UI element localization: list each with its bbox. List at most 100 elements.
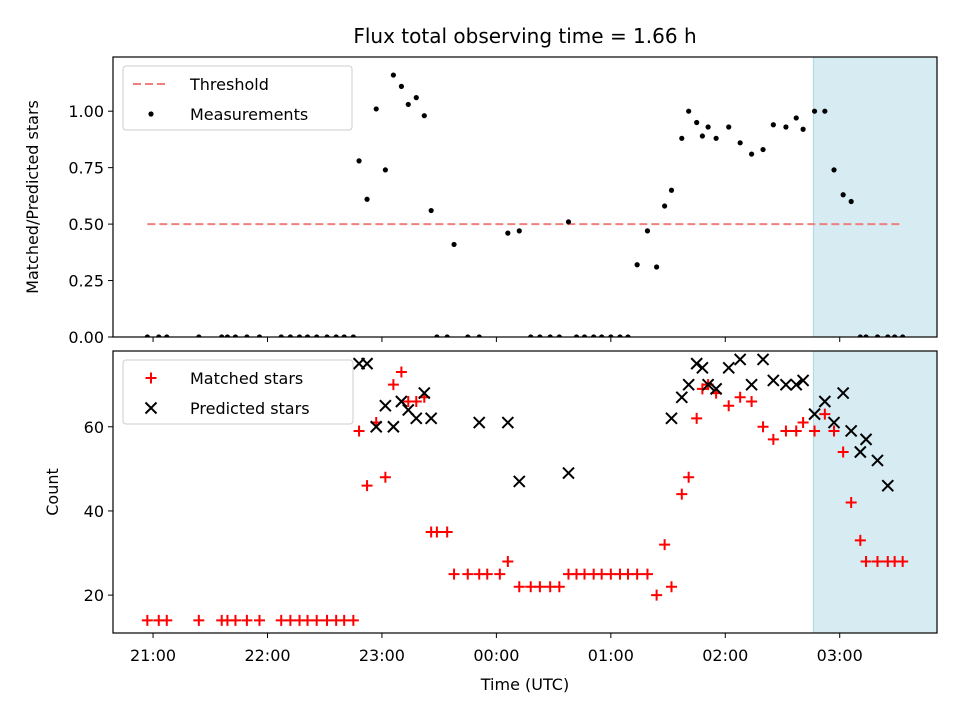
predicted-star-point — [513, 475, 526, 488]
measurement-point — [304, 334, 311, 337]
measurement-point — [547, 334, 553, 337]
matched-star-point — [734, 391, 746, 403]
matched-star-point — [897, 555, 909, 567]
measurement-point — [382, 167, 388, 173]
measurement-point — [634, 262, 640, 268]
measurement-point — [668, 187, 675, 193]
y-tick-label: 60 — [84, 418, 104, 437]
measurement-point — [287, 334, 293, 337]
predicted-star-point — [790, 378, 803, 391]
matched-star-point — [361, 480, 373, 492]
matched-star-point — [797, 417, 809, 429]
predicted-star-point — [796, 374, 810, 387]
matched-star-point — [819, 408, 831, 420]
measurement-point — [350, 334, 356, 337]
legend-matched-swatch — [145, 372, 157, 384]
measurement-point — [413, 95, 419, 101]
predicted-star-point — [808, 407, 821, 421]
measurement-point — [278, 334, 284, 337]
predicted-star-point — [709, 382, 723, 396]
matched-star-point — [871, 555, 883, 567]
measurement-point — [516, 228, 522, 234]
matched-star-point — [494, 568, 506, 580]
x-axis-label: Time (UTC) — [480, 675, 569, 694]
predicted-star-point — [733, 353, 747, 366]
x-tick-label: 03:00 — [817, 646, 863, 665]
predicted-star-point — [387, 420, 400, 433]
matched-star-point — [767, 433, 779, 445]
predicted-star-point — [745, 378, 758, 391]
matched-star-point — [651, 589, 663, 601]
matched-star-point — [141, 614, 153, 626]
series-marks — [144, 72, 906, 337]
matched-star-point — [809, 425, 821, 437]
predicted-star-point — [682, 378, 695, 391]
measurement-point — [398, 83, 404, 89]
measurement-point — [556, 334, 562, 337]
x-tick-label: 23:00 — [359, 646, 405, 665]
measurement-point — [874, 334, 881, 337]
measurement-point — [608, 334, 614, 337]
predicted-star-point — [665, 412, 678, 425]
x-tick-label: 21:00 — [130, 646, 176, 665]
matched-star-point — [641, 568, 653, 580]
matched-star-point — [193, 614, 205, 626]
measurement-point — [528, 334, 534, 337]
matched-star-point — [696, 383, 708, 395]
measurement-point — [421, 113, 427, 119]
measurement-point — [654, 264, 660, 270]
top-panel: 0.00 0.25 0.50 0.75 1.00 Matched/Predicted st… — [23, 56, 938, 347]
measurement-point — [737, 140, 743, 146]
measurement-point — [760, 146, 766, 153]
matched-star-point — [311, 614, 323, 626]
matched-star-point — [860, 555, 872, 567]
predicted-star-point — [675, 391, 688, 404]
legend-box — [122, 65, 353, 131]
measurement-point — [749, 151, 755, 157]
x-tick-label: 22:00 — [244, 646, 290, 665]
measurement-point — [686, 108, 692, 114]
measurement-point — [324, 334, 330, 337]
measurement-point — [390, 72, 396, 78]
matched-star-point — [691, 412, 703, 424]
measurement-point — [373, 106, 379, 112]
measurement-point — [333, 334, 339, 337]
matched-star-point — [854, 534, 866, 546]
matched-star-point — [534, 581, 546, 593]
measurement-point — [705, 124, 711, 130]
measurement-point — [219, 334, 225, 337]
measurement-point — [892, 334, 898, 337]
measurement-point — [434, 334, 440, 337]
measurement-point — [505, 230, 511, 236]
measurement-point — [770, 122, 776, 128]
y-tick-label: 1.00 — [68, 102, 104, 121]
measurement-point — [863, 334, 869, 337]
measurement-point — [662, 203, 668, 209]
measurement-point — [232, 334, 239, 337]
measurement-point — [783, 124, 789, 130]
predicted-star-point — [881, 479, 894, 492]
measurement-point — [156, 334, 162, 337]
matched-star-point — [441, 526, 453, 538]
predicted-star-point — [696, 361, 709, 375]
measurement-point — [565, 219, 572, 225]
measurement-point — [822, 108, 828, 114]
matched-star-point — [395, 366, 407, 378]
matched-star-point — [462, 568, 474, 580]
measurement-point — [885, 334, 891, 337]
x-tick-label: 02:00 — [702, 646, 748, 665]
measurement-point — [793, 115, 799, 121]
matched-star-point — [387, 379, 399, 391]
measurement-point — [296, 334, 303, 337]
matched-star-point — [780, 425, 792, 437]
legend-label: Predicted stars — [190, 399, 310, 418]
measurement-point — [341, 334, 347, 337]
measurement-point — [428, 207, 434, 214]
matched-star-point — [448, 568, 460, 580]
matched-star-point — [676, 488, 688, 500]
matched-star-point — [410, 396, 422, 408]
predicted-star-point — [871, 454, 884, 467]
matched-star-point — [553, 581, 565, 593]
predicted-star-point — [370, 420, 383, 433]
